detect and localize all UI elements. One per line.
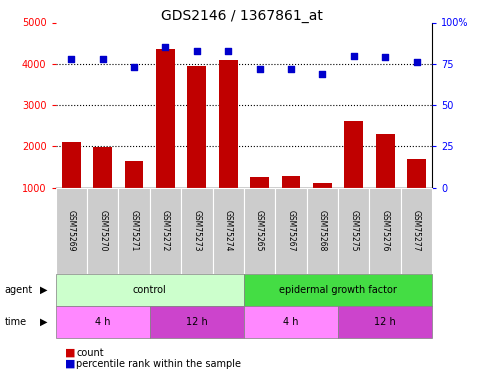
Bar bbox=[307, 188, 338, 274]
Bar bbox=[62, 142, 81, 229]
Text: 12 h: 12 h bbox=[374, 316, 396, 327]
Text: GSM75274: GSM75274 bbox=[224, 210, 233, 251]
Bar bbox=[244, 306, 338, 338]
Text: GSM75277: GSM75277 bbox=[412, 210, 421, 251]
Bar bbox=[369, 188, 401, 274]
Text: GSM75275: GSM75275 bbox=[349, 210, 358, 251]
Point bbox=[224, 48, 232, 54]
Text: ■: ■ bbox=[65, 348, 76, 357]
Text: ▶: ▶ bbox=[40, 285, 47, 295]
Bar bbox=[187, 66, 206, 229]
Text: ▶: ▶ bbox=[40, 316, 47, 327]
Text: control: control bbox=[133, 285, 167, 295]
Text: ■: ■ bbox=[65, 359, 76, 369]
Text: GSM75271: GSM75271 bbox=[129, 210, 139, 251]
Point bbox=[350, 53, 357, 58]
Bar bbox=[56, 274, 244, 306]
Bar bbox=[181, 188, 213, 274]
Point bbox=[68, 56, 75, 62]
Bar bbox=[282, 176, 300, 229]
Bar bbox=[219, 60, 238, 229]
Text: time: time bbox=[5, 316, 27, 327]
Text: agent: agent bbox=[5, 285, 33, 295]
Bar bbox=[213, 188, 244, 274]
Text: GSM75272: GSM75272 bbox=[161, 210, 170, 251]
Bar bbox=[150, 188, 181, 274]
Text: epidermal growth factor: epidermal growth factor bbox=[279, 285, 397, 295]
Bar bbox=[156, 49, 175, 229]
Bar bbox=[376, 134, 395, 229]
Point bbox=[99, 56, 107, 62]
Bar bbox=[56, 188, 87, 274]
Bar bbox=[344, 121, 363, 229]
Text: GSM75267: GSM75267 bbox=[286, 210, 296, 251]
Bar bbox=[338, 306, 432, 338]
Point bbox=[256, 66, 264, 72]
Point bbox=[319, 70, 327, 76]
Point bbox=[382, 54, 389, 60]
Text: percentile rank within the sample: percentile rank within the sample bbox=[76, 359, 242, 369]
Point bbox=[193, 48, 201, 54]
Point bbox=[130, 64, 138, 70]
Point bbox=[412, 59, 420, 65]
Bar bbox=[93, 147, 112, 229]
Bar bbox=[118, 188, 150, 274]
Text: GSM75273: GSM75273 bbox=[192, 210, 201, 251]
Text: 12 h: 12 h bbox=[186, 316, 208, 327]
Text: GDS2146 / 1367861_at: GDS2146 / 1367861_at bbox=[160, 9, 323, 23]
Point bbox=[161, 44, 170, 50]
Bar bbox=[244, 188, 275, 274]
Bar bbox=[250, 177, 269, 229]
Text: 4 h: 4 h bbox=[95, 316, 111, 327]
Bar bbox=[125, 161, 143, 229]
Text: GSM75269: GSM75269 bbox=[67, 210, 76, 251]
Bar bbox=[244, 274, 432, 306]
Text: GSM75276: GSM75276 bbox=[381, 210, 390, 251]
Bar bbox=[150, 306, 244, 338]
Bar bbox=[313, 183, 332, 229]
Bar bbox=[275, 188, 307, 274]
Text: GSM75268: GSM75268 bbox=[318, 210, 327, 251]
Bar bbox=[407, 159, 426, 229]
Text: GSM75270: GSM75270 bbox=[98, 210, 107, 251]
Bar bbox=[401, 188, 432, 274]
Bar bbox=[56, 306, 150, 338]
Text: GSM75265: GSM75265 bbox=[255, 210, 264, 251]
Bar bbox=[87, 188, 118, 274]
Text: 4 h: 4 h bbox=[283, 316, 299, 327]
Text: count: count bbox=[76, 348, 104, 357]
Point bbox=[287, 66, 295, 72]
Bar bbox=[338, 188, 369, 274]
